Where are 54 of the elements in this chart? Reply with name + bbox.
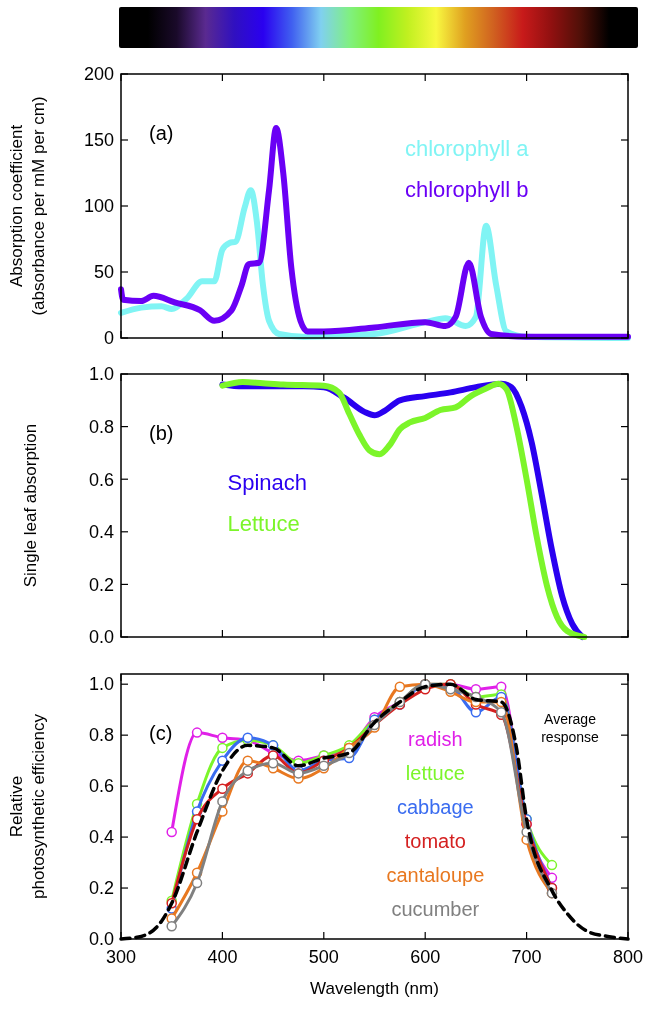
point [242,755,253,766]
x-tick-label: 400 [207,947,238,967]
point [394,681,406,692]
y-tick-label: 150 [83,130,114,151]
annotation: Average response [541,711,600,745]
y-axis-title: Absorption coefficient (absorbance per mM per cm) [7,96,48,316]
annotation: (b) [149,422,174,444]
text: Spinach [227,469,307,495]
y-tick-label: 0.4 [88,827,114,848]
y-tick-label: 1.0 [88,364,114,385]
text: Lettuce [227,510,300,536]
y-tick-label: 50 [93,262,114,283]
point [217,732,228,743]
y-tick-label: 0.6 [88,776,114,797]
point [191,877,203,889]
y-tick-label: 0.6 [88,469,114,490]
y-tick-label: 0.4 [88,522,114,543]
y-tick-label: 0.2 [88,878,114,899]
point [546,859,558,871]
y-tick-label: 0.8 [88,725,114,746]
point [217,783,228,794]
y-tick-label: 0.8 [88,416,114,437]
annotation: (c) [149,722,173,744]
text: cucumber [391,897,480,920]
series-label: radish [408,727,463,750]
x-tick-label: 500 [308,947,339,967]
point [166,921,177,932]
x-tick-label: 600 [410,947,441,967]
text: cantaloupe [386,863,485,886]
point [267,757,279,769]
x-tick-label: 300 [105,947,137,967]
y-tick-label: 0.0 [88,929,114,950]
text: cabbage [396,795,474,818]
y-tick-label: 0 [103,328,114,349]
text: chlorophyll a [404,135,530,161]
y-tick-label: 1.0 [88,674,114,695]
y-axis-title: Single leaf absorption [21,423,40,588]
point [217,755,228,766]
point [166,826,177,838]
y-tick-label: 0.0 [88,627,114,648]
point [191,727,203,738]
point [217,742,228,754]
text: lettuce [405,761,465,784]
x-axis-title: Wavelength (nm) [310,979,439,998]
point [217,796,228,807]
text: tomato [404,829,466,852]
y-tick-label: 0.2 [88,574,114,595]
x-tick-label: 800 [612,947,644,967]
y-tick-label: 200 [83,64,114,85]
annotation: (a) [149,122,174,144]
y-tick-label: 100 [83,196,114,217]
y-axis-title: Relative photosynthetic efficiency [7,713,48,899]
text: chlorophyll b [404,176,529,202]
x-tick-label: 700 [511,947,542,967]
